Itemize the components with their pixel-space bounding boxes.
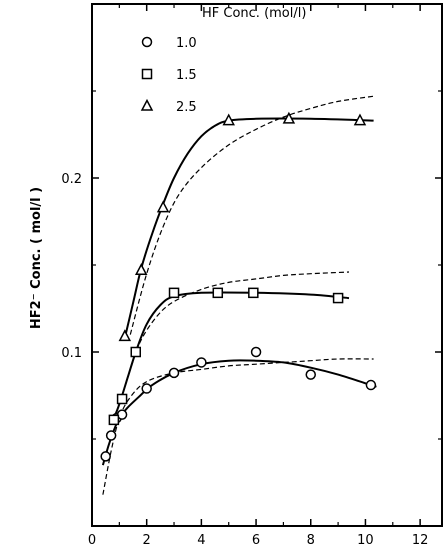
legend: HF Conc. (mol/l) 1.0 1.5 2.5 xyxy=(140,6,306,115)
x-tick-label-6: 6 xyxy=(252,533,260,546)
series-1.0-point xyxy=(105,430,117,441)
series-2.5-point xyxy=(282,111,296,124)
series-2.5-point xyxy=(353,113,367,126)
series-2.5-dashed-curve xyxy=(129,95,374,335)
series-2.5-point xyxy=(222,113,235,126)
legend-label-1.0: 1.0 xyxy=(176,36,197,51)
legend-marker-1.0 xyxy=(141,36,153,48)
x-tick-label-0: 0 xyxy=(88,533,96,546)
y-axis-label: HF2⁻ Conc. ( mol/l ) xyxy=(29,187,44,329)
series-1.5-point xyxy=(168,287,180,299)
series-1.5-point xyxy=(212,287,224,299)
series-1.5-point xyxy=(108,414,120,426)
x-tick-label-8: 8 xyxy=(307,533,315,546)
x-tick-label-10: 10 xyxy=(357,533,374,546)
series-1.0-point xyxy=(141,383,152,394)
series-1.0-point xyxy=(168,367,180,379)
series-1.5-point xyxy=(248,287,259,299)
legend-marker-2.5 xyxy=(140,98,154,111)
series-2.5-point xyxy=(156,200,170,213)
x-tick-label-12: 12 xyxy=(412,533,429,546)
legend-label-1.5: 1.5 xyxy=(176,68,197,83)
series-1.0-solid-curve xyxy=(101,359,377,466)
legend-title: HF Conc. (mol/l) xyxy=(202,6,306,21)
tick-marks xyxy=(91,4,442,526)
series-1.0-point xyxy=(250,346,262,358)
plot-frame xyxy=(91,3,443,527)
series-1.0-point xyxy=(100,451,111,462)
series-1.5-point xyxy=(130,346,141,358)
tick-labels: 0 2 4 6 8 10 12 0.1 0.2 xyxy=(61,172,428,546)
x-tick-label-4: 4 xyxy=(197,533,205,546)
series-1.0-dashed-curve xyxy=(102,358,374,495)
series-2.5-point xyxy=(134,263,148,275)
series-2.5-point xyxy=(118,329,132,342)
series-1.5-solid-curve xyxy=(112,291,350,419)
series-1.0-point xyxy=(365,379,377,391)
series-1.5-point xyxy=(332,292,344,304)
series-1.0-point xyxy=(196,357,207,368)
y-tick-label-0.2: 0.2 xyxy=(61,172,82,187)
y-tick-label-0.1: 0.1 xyxy=(61,346,82,361)
legend-label-2.5: 2.5 xyxy=(176,100,197,115)
legend-marker-1.5 xyxy=(141,68,153,80)
series-1.0-point xyxy=(305,369,316,380)
x-tick-label-2: 2 xyxy=(143,533,151,546)
data-points xyxy=(100,111,377,462)
series-1.5-point xyxy=(116,393,128,405)
series-2.5-solid-curve xyxy=(123,117,374,339)
